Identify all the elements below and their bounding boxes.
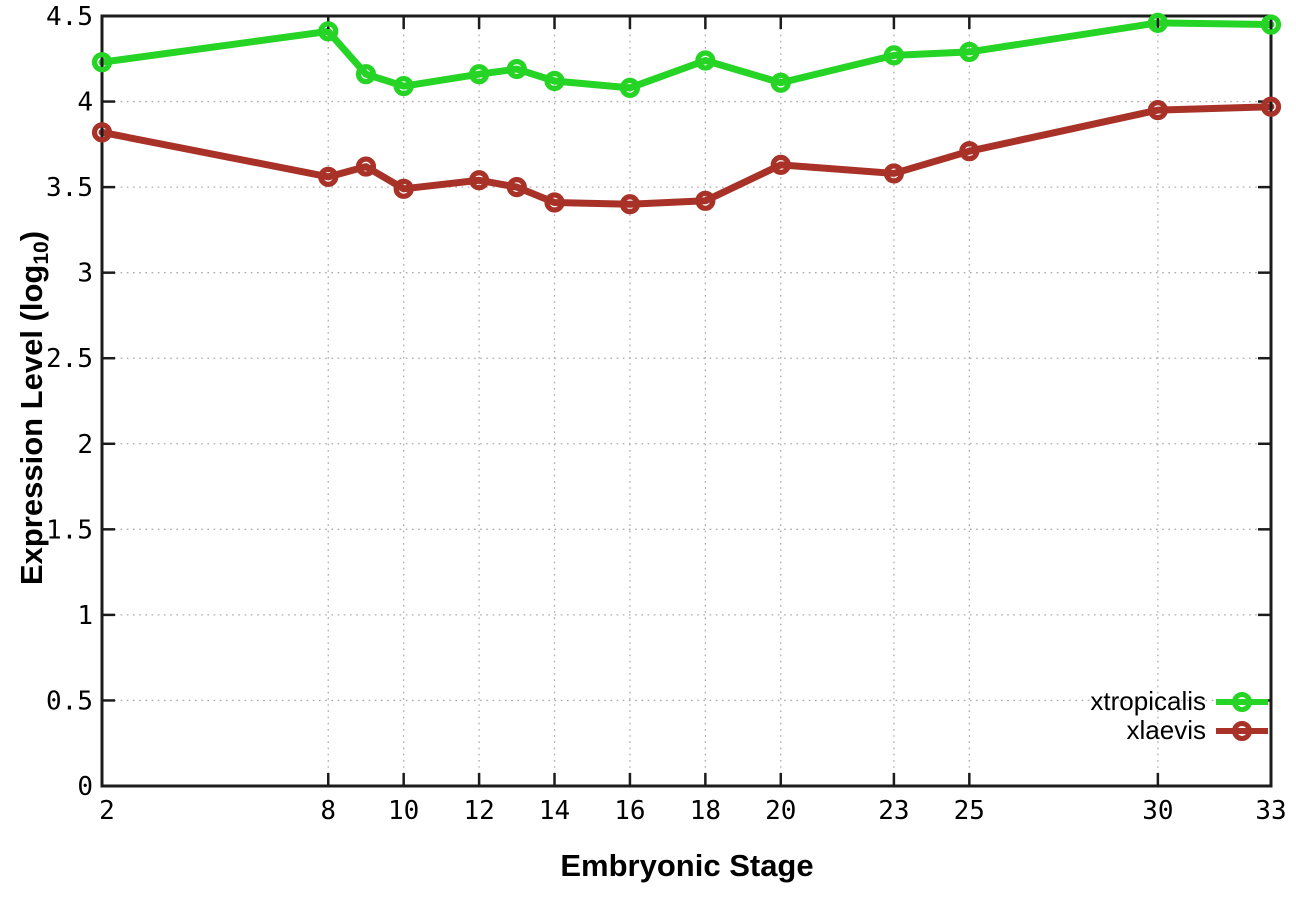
data-point-xlaevis [883,163,905,184]
legend-row-xlaevis: xlaevis [1090,715,1268,745]
data-point-xlaevis [695,190,716,211]
data-point-xlaevis [544,192,565,213]
y-axis-title-subscript: 10 [30,241,53,265]
data-point-xlaevis [959,141,980,162]
x-tick-label: 16 [614,796,645,826]
data-point-xtropicalis [770,72,791,93]
legend-label-xlaevis: xlaevis [1126,715,1206,745]
data-point-xtropicalis [695,50,716,71]
x-tick-label: 18 [690,796,721,826]
data-point-xtropicalis [393,76,414,97]
y-tick-label: 2 [77,430,93,460]
legend-label-xtropicalis: xtropicalis [1090,686,1206,716]
x-tick-label: 20 [765,796,796,826]
series-line-xlaevis [98,103,1275,208]
y-tick-label: 4.5 [46,2,93,32]
plot-border [100,14,1273,788]
data-point-xlaevis [770,154,791,175]
y-tick-label: 1 [77,601,93,631]
x-tick-label: 30 [1142,796,1173,826]
y-tick-label: 3 [77,259,93,289]
x-tick-label: 23 [878,796,909,826]
y-tick-label: 2.5 [46,344,93,374]
y-axis-title-close: ) [14,230,49,242]
x-tick-label: 10 [388,796,419,826]
data-point-xtropicalis [468,64,490,85]
data-point-xtropicalis [1260,14,1282,35]
x-tick-label: 33 [1255,796,1286,826]
legend: xtropicalis xlaevis [1090,686,1268,745]
y-tick-label: 0.5 [46,686,93,716]
x-tick-label: 8 [320,796,336,826]
data-point-xtropicalis [506,58,527,80]
data-point-xlaevis [468,170,490,191]
data-point-xlaevis [506,177,527,198]
x-tick-label: 14 [539,796,570,826]
y-tick-label: 1.5 [46,515,93,545]
y-axis-title: Expression Level (log10) [14,218,54,598]
legend-row-xtropicalis: xtropicalis [1090,686,1268,716]
series-line-xtropicalis [98,19,1275,92]
x-axis-title: Embryonic Stage [560,848,814,883]
y-tick-label: 4 [77,88,93,118]
data-point-xtropicalis [883,45,905,66]
data-point-xtropicalis [1147,12,1168,33]
x-tick-label: 12 [463,796,494,826]
data-point-xlaevis [318,166,339,187]
data-point-xtropicalis [318,21,339,42]
data-point-xlaevis [91,122,113,143]
legend-swatch-xlaevis [1216,719,1268,743]
x-tick-label: 2 [99,796,115,826]
data-point-xlaevis [355,156,377,177]
legend-marker-circle-icon [1232,720,1252,741]
data-point-xlaevis [1260,96,1282,117]
x-tick-label: 25 [954,796,985,826]
data-point-xtropicalis [959,41,980,63]
data-point-xtropicalis [91,52,113,73]
legend-swatch-xtropicalis [1216,690,1268,714]
data-point-xlaevis [393,178,414,199]
y-tick-label: 0 [77,772,93,802]
data-point-xtropicalis [619,77,641,98]
data-point-xlaevis [619,194,641,215]
data-point-xtropicalis [355,64,377,85]
data-point-xlaevis [1147,100,1168,121]
data-point-xtropicalis [544,70,565,92]
y-axis-title-text: Expression Level (log [14,264,49,586]
legend-marker-circle-icon [1232,691,1252,712]
y-tick-label: 3.5 [46,173,93,203]
